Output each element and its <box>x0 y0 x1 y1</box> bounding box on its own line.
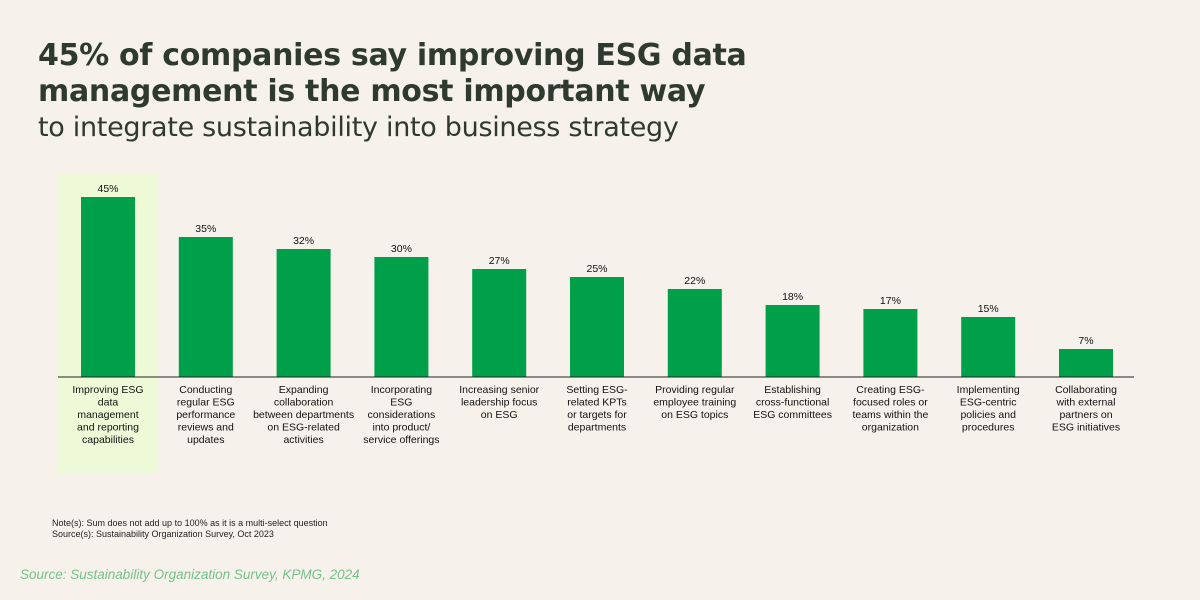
bar-value-label: 45% <box>97 183 118 195</box>
chart-notes: Note(s): Sum does not add up to 100% as … <box>52 518 328 540</box>
bar <box>765 305 820 377</box>
title-line-1: 45% of companies say improving ESG data <box>38 38 747 73</box>
bar-value-label: 17% <box>880 295 901 307</box>
bar <box>374 257 429 377</box>
page-subtitle: to integrate sustainability into busines… <box>38 112 679 143</box>
bar-value-label: 18% <box>782 291 803 303</box>
bar <box>667 289 722 377</box>
bar <box>472 269 527 377</box>
note-text: Note(s): Sum does not add up to 100% as … <box>52 518 328 528</box>
category-label: Conducting regular ESG performance reviews … <box>176 384 235 446</box>
bar-value-label: 25% <box>586 263 607 275</box>
bar-value-label: 22% <box>684 275 705 287</box>
category-label: Providing regular employee training on ESG… <box>653 384 736 421</box>
bar-value-label: 35% <box>195 223 216 235</box>
category-label: Establishing cross-functional ESG committe… <box>753 384 832 421</box>
title-line-2: management is the most important way <box>38 74 706 109</box>
category-label: Incorporating ESG considerations into produ… <box>363 384 439 446</box>
category-label: Implementing ESG-centric policies and proce… <box>957 384 1020 434</box>
bar-value-label: 7% <box>1078 335 1093 347</box>
bar <box>276 249 331 377</box>
bar <box>178 237 233 377</box>
bar-value-label: 15% <box>978 303 999 315</box>
bar-value-label: 27% <box>489 255 510 267</box>
category-label: Setting ESG-related KPTs or targets for de… <box>566 384 628 434</box>
bar-value-label: 32% <box>293 235 314 247</box>
bar-value-label: 30% <box>391 243 412 255</box>
category-label: Increasing senior leadership focus on ESG <box>459 384 539 421</box>
category-label: Improving ESG data management and reporting… <box>72 384 143 446</box>
source-note-text: Source(s): Sustainability Organization S… <box>52 529 274 539</box>
page-title: 45% of companies say improving ESG data … <box>38 38 747 110</box>
category-label: Expanding collaboration between department… <box>253 384 354 446</box>
bar <box>81 197 135 377</box>
category-label: Creating ESG-focused roles or teams withi… <box>852 384 928 434</box>
bar <box>961 317 1016 377</box>
bar <box>863 309 918 377</box>
category-label: Collaborating with external partners on ESG… <box>1052 384 1120 434</box>
bar <box>570 277 624 377</box>
bar <box>1059 349 1113 377</box>
source-credit: Source: Sustainability Organization Surv… <box>20 567 360 582</box>
